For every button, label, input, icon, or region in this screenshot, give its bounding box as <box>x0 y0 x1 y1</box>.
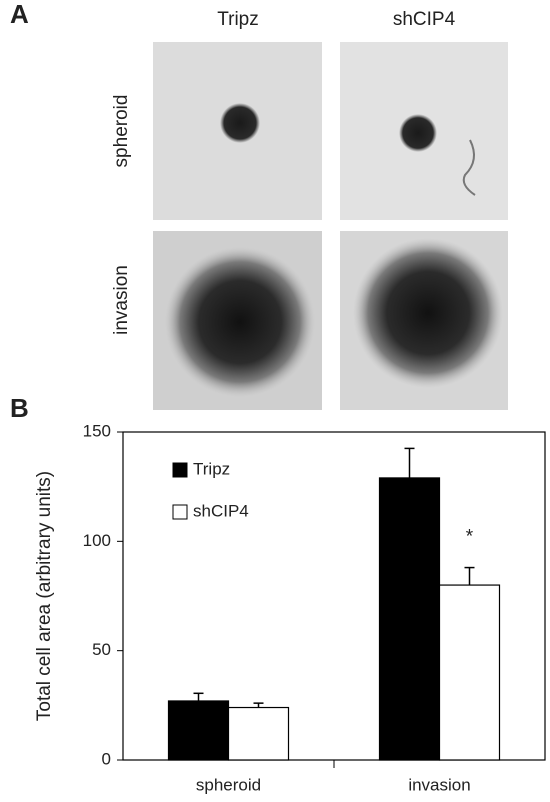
y-tick-label: 50 <box>92 640 111 659</box>
legend-swatch <box>172 504 188 520</box>
y-tick-label: 100 <box>83 531 111 550</box>
column-label: Tripz <box>217 9 259 30</box>
bar <box>378 477 441 761</box>
bar <box>438 584 501 761</box>
x-tick-label: spheroid <box>196 775 261 794</box>
y-axis-label: Total cell area (arbitrary units) <box>34 471 55 721</box>
annotation: * <box>466 527 474 548</box>
legend-label: shCIP4 <box>193 501 249 520</box>
bar <box>167 700 230 761</box>
row-label: invasion <box>111 265 132 335</box>
bar <box>227 706 290 761</box>
micrographs <box>153 42 508 410</box>
y-tick-label: 150 <box>83 421 111 440</box>
row-label: spheroid <box>111 95 132 168</box>
legend-label: Tripz <box>193 459 230 478</box>
panel-label: A <box>10 0 29 29</box>
y-tick-label: 0 <box>102 749 111 768</box>
column-label: shCIP4 <box>393 9 456 30</box>
x-tick-label: invasion <box>408 775 470 794</box>
legend-swatch <box>172 462 188 478</box>
panel-label: B <box>10 393 29 423</box>
